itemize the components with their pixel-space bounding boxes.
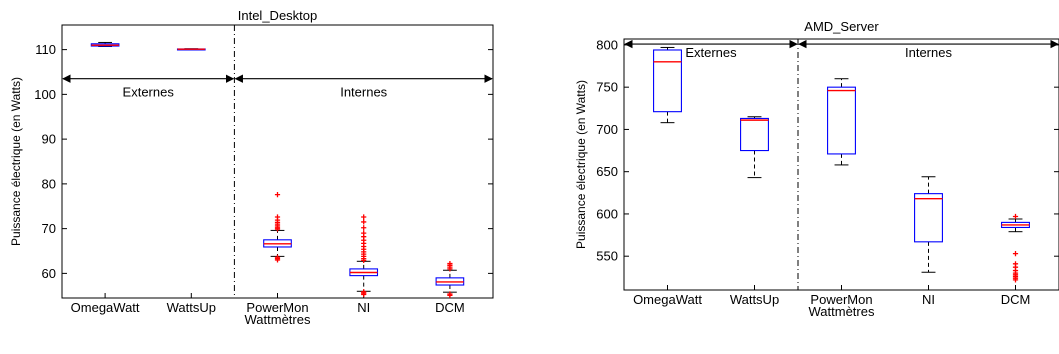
outlier-point: [361, 225, 367, 231]
outlier-point: [361, 219, 367, 225]
box-wattsup: [176, 48, 206, 51]
x-tick-label: OmegaWatt: [633, 292, 702, 307]
y-tick-label: 600: [596, 206, 618, 221]
y-tick-label: 110: [35, 42, 56, 57]
x-tick-label: OmegaWatt: [71, 300, 140, 315]
box-ni: [349, 214, 379, 298]
box-dcm: [1001, 213, 1030, 283]
x-tick-label: DCM: [1001, 292, 1031, 307]
x-axis-sublabel: Wattmètres: [809, 304, 875, 319]
box-omegawatt: [90, 41, 120, 47]
outlier-point: [361, 230, 367, 236]
annotation-label: Internes: [905, 45, 952, 60]
y-tick-label: 650: [596, 164, 618, 179]
annotation-label: Externes: [685, 45, 737, 60]
x-tick-label: WattsUp: [167, 300, 216, 315]
box-ni: [914, 176, 943, 273]
box-powermon: [827, 78, 856, 166]
y-tick-label: 70: [42, 221, 56, 236]
chart-title: Intel_Desktop: [238, 8, 318, 23]
box-powermon: [263, 192, 292, 263]
x-tick-label: NI: [922, 292, 935, 307]
box-dcm: [435, 260, 465, 298]
box-iqr: [653, 49, 682, 113]
x-tick-label: WattsUp: [730, 292, 779, 307]
y-tick-label: 550: [596, 249, 618, 264]
outlier-point: [1012, 277, 1019, 283]
y-tick-label: 700: [596, 122, 618, 137]
y-tick-label: 80: [42, 176, 56, 191]
box-iqr: [740, 117, 769, 152]
x-tick-label: NI: [357, 300, 370, 315]
x-tick-label: DCM: [435, 300, 465, 315]
y-tick-label: 800: [596, 37, 618, 52]
amd-server-boxplot: AMD_Server Puissance électrique (en Watts…: [574, 19, 1059, 319]
y-tick-label: 100: [34, 87, 56, 102]
y-tick-label: 750: [596, 80, 618, 95]
outlier-point: [361, 289, 367, 295]
box-wattsup: [740, 116, 769, 179]
chart-title: AMD_Server: [804, 19, 879, 34]
outlier-point: [274, 192, 281, 198]
outlier-point: [447, 260, 453, 267]
outlier-point: [361, 214, 367, 220]
annotation-label: Internes: [340, 85, 387, 100]
outlier-point: [274, 254, 281, 260]
x-tick-label: PowerMon: [246, 300, 308, 315]
y-axis-label: Puissance électrique (en Watts): [574, 80, 588, 249]
y-tick-label: 60: [42, 266, 56, 281]
x-axis-sublabel: Wattmètres: [245, 312, 311, 327]
y-tick-label: 90: [42, 132, 56, 147]
y-axis-label: Puissance électrique (en Watts): [9, 77, 23, 246]
box-omegawatt: [653, 46, 682, 124]
box-iqr: [914, 193, 943, 243]
outlier-point: [1012, 213, 1019, 220]
intel-desktop-boxplot: Intel_Desktop Puissance électrique (en Wa…: [9, 8, 494, 327]
outlier-point: [447, 291, 453, 297]
outlier-point: [1012, 251, 1019, 257]
x-tick-label: PowerMon: [810, 292, 872, 307]
annotation-label: Externes: [123, 85, 175, 100]
box-iqr: [827, 86, 856, 155]
outlier-point: [274, 214, 281, 220]
